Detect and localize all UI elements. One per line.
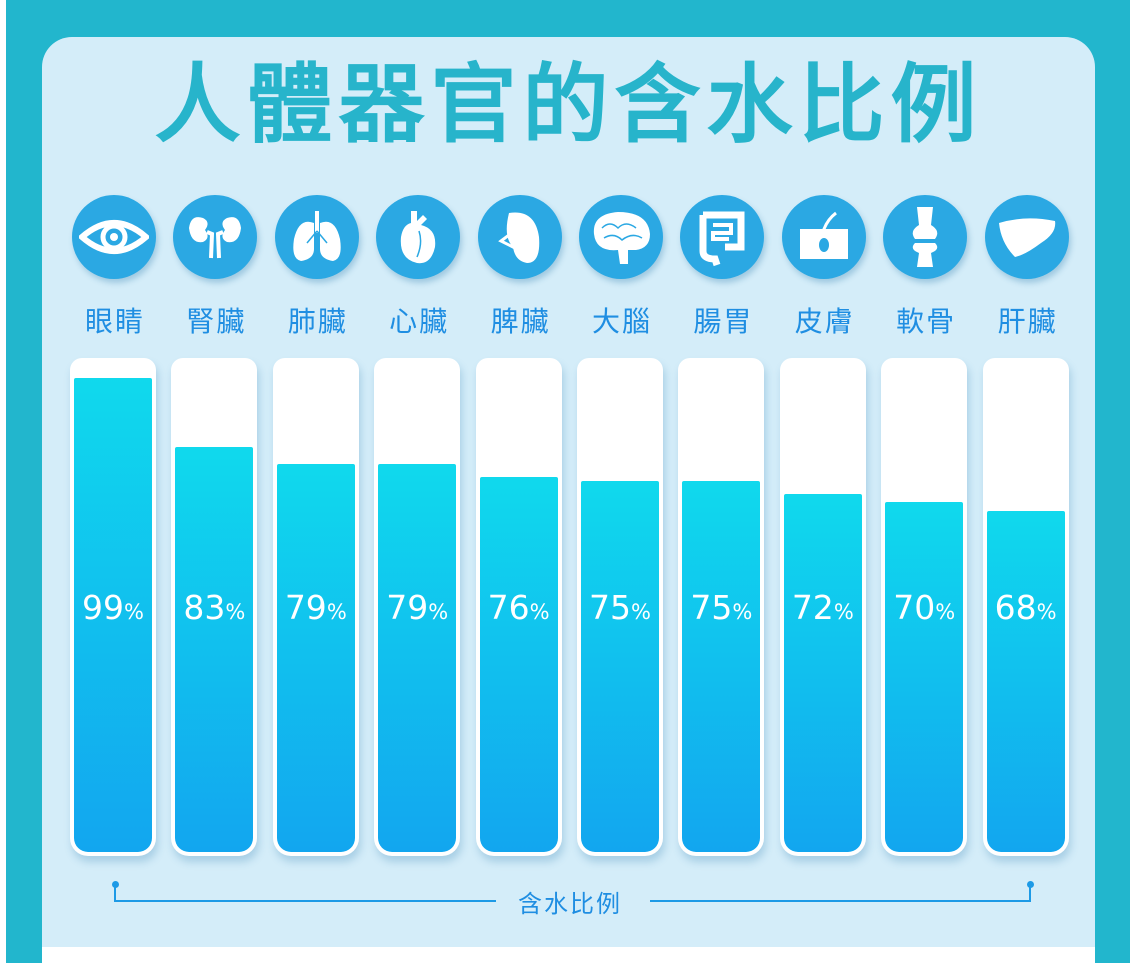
bar-track — [70, 358, 156, 856]
bar-fill — [783, 493, 862, 852]
category-label: 肝臟 — [997, 305, 1058, 338]
data-label-unit: % — [833, 600, 854, 624]
data-label-value: 70 — [893, 588, 936, 627]
data-label: 68% — [983, 588, 1069, 627]
bar-fill — [986, 511, 1065, 852]
category-label: 心臟 — [389, 305, 450, 338]
bar-track — [171, 358, 258, 856]
category-label: 肺臟 — [287, 305, 348, 338]
data-label-unit: % — [631, 600, 651, 624]
data-label-value: 72 — [791, 588, 834, 627]
data-label-unit: % — [124, 600, 144, 624]
eye-icon — [72, 195, 156, 279]
data-label: 76% — [476, 588, 562, 627]
skin-icon — [781, 195, 866, 279]
data-label-value: 68 — [994, 588, 1037, 627]
data-label-unit: % — [1036, 600, 1057, 624]
data-label: 70% — [881, 588, 967, 627]
data-label: 75% — [678, 588, 764, 627]
bar-track — [577, 358, 663, 856]
bar-track — [272, 358, 359, 856]
category-label: 皮膚 — [794, 305, 855, 338]
bar-track — [881, 358, 968, 856]
data-label: 99% — [70, 588, 156, 627]
data-label-unit: % — [225, 600, 246, 624]
bar-fill — [276, 463, 355, 852]
data-label-value: 76 — [487, 588, 530, 627]
data-label: 79% — [273, 588, 359, 627]
data-label-unit: % — [529, 600, 550, 624]
bar-track — [779, 358, 866, 856]
data-label-value: 75 — [690, 588, 733, 627]
category-label: 脾臟 — [490, 305, 551, 338]
bar-fill — [479, 476, 558, 852]
bottom-strip — [42, 947, 1095, 963]
x-axis-label: 含水比例 — [518, 890, 622, 918]
bar-track — [475, 358, 562, 856]
liver-icon — [984, 195, 1069, 279]
data-label-unit: % — [935, 600, 956, 624]
data-label-value: 79 — [386, 588, 429, 627]
data-label-unit: % — [732, 600, 753, 624]
axis-dot-left — [112, 881, 119, 888]
spleen-icon — [477, 195, 562, 279]
axis-segment-left — [114, 900, 496, 902]
data-label-unit: % — [428, 600, 449, 624]
heart-icon — [376, 195, 461, 279]
category-label: 軟骨 — [896, 305, 957, 338]
bar-fill — [378, 463, 457, 852]
axis-segment-right — [650, 900, 1031, 902]
axis-tick-right — [1029, 886, 1031, 902]
intestine-icon — [680, 195, 765, 279]
category-label: 腸胃 — [693, 305, 754, 338]
data-label-unit: % — [326, 600, 347, 624]
bar-fill — [581, 480, 659, 852]
data-label: 83% — [171, 588, 257, 627]
bar-track — [678, 358, 765, 856]
axis-tick-left — [114, 886, 116, 902]
brain-icon — [579, 195, 663, 279]
chart-title: 人體器官的含水比例 — [154, 55, 983, 155]
data-label-value: 75 — [589, 588, 632, 627]
data-label-value: 79 — [284, 588, 327, 627]
axis-line — [114, 900, 1031, 902]
category-label: 眼睛 — [84, 305, 145, 338]
data-label-value: 83 — [183, 588, 226, 627]
kidney-icon — [173, 195, 258, 279]
category-label: 腎臟 — [186, 305, 247, 338]
bar-fill — [682, 480, 761, 852]
axis-dot-right — [1027, 881, 1034, 888]
bar-track — [374, 358, 461, 856]
data-label: 72% — [780, 588, 866, 627]
bar-fill — [175, 446, 254, 852]
bar-track — [982, 358, 1069, 856]
lungs-icon — [274, 195, 359, 279]
category-label: 大腦 — [591, 305, 652, 338]
bar-fill — [74, 378, 152, 852]
cartilage-icon — [883, 195, 968, 279]
data-label: 79% — [374, 588, 460, 627]
data-label: 75% — [577, 588, 663, 627]
bar-fill — [885, 502, 964, 852]
data-label-value: 99 — [82, 588, 125, 627]
